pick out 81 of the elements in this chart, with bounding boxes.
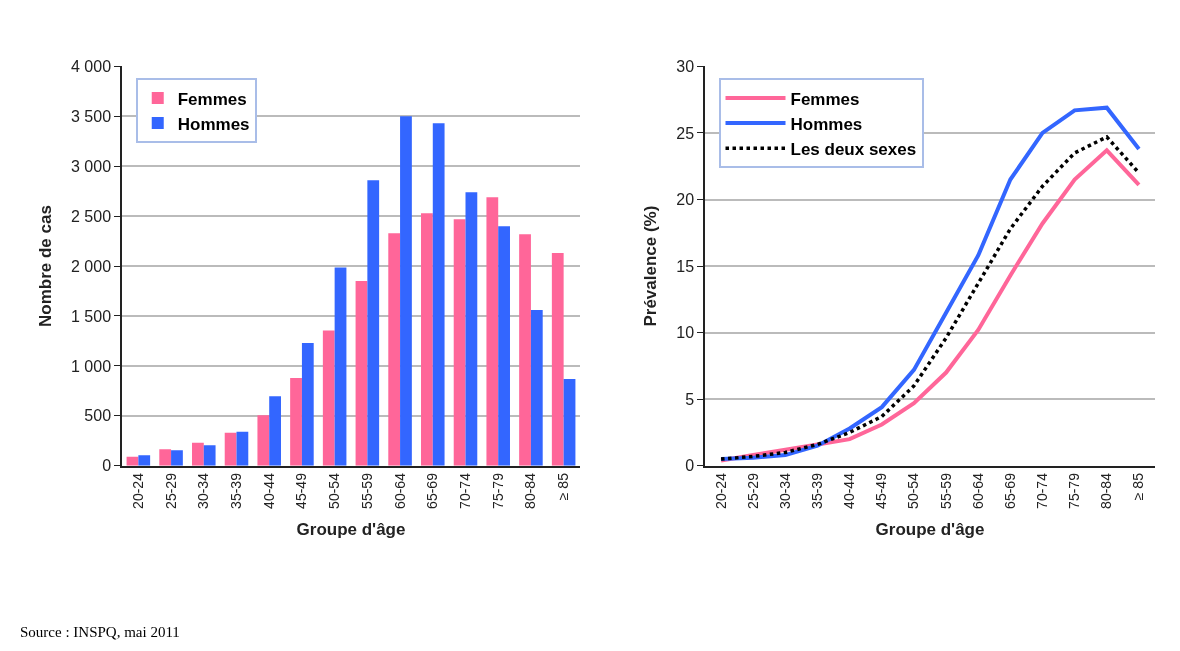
x-tick-label: 40-44 [260,472,277,509]
legend-label: Hommes [790,114,863,134]
bar [355,281,368,466]
x-tick-label: 70-74 [1034,472,1051,509]
x-tick-label: 80-84 [1098,472,1115,509]
bar [224,432,237,466]
y-tick-label: 20 [676,191,695,209]
y-tick-label: 15 [676,257,695,275]
x-tick-label: 50-54 [326,472,343,509]
x-tick-label: 45-49 [293,472,310,509]
x-tick-label: 35-39 [228,472,245,509]
y-tick-label: 2 000 [71,257,112,275]
bar [400,116,412,466]
source-note: Source : INSPQ, mai 2011 [20,624,180,640]
y-tick-label: 10 [676,324,695,342]
bar [290,377,302,466]
y-tick-label: 4 000 [71,58,112,76]
bar [486,197,499,466]
x-tick-label: 35-39 [809,472,826,509]
x-tick-label: 65-69 [424,472,441,509]
legend-label: Femmes [177,89,247,109]
y-tick-label: 3 500 [71,107,112,125]
y-tick-label: 5 [685,390,695,408]
y-tick-label: 1 000 [71,357,112,375]
bar [257,415,270,466]
bar [269,396,281,466]
y-tick-label: 2 500 [71,207,112,225]
y-tick-label: 0 [685,457,695,475]
legend-label: Femmes [790,89,860,109]
x-tick-label: 30-34 [195,472,212,509]
x-tick-label: 20-24 [129,472,146,509]
bar [236,431,249,466]
x-tick-label: 30-34 [776,472,793,509]
x-tick-label: 25-29 [162,472,179,509]
bar [367,180,380,466]
x-tick-label: 25-29 [744,472,761,509]
x-tick-label: 70-74 [457,472,474,509]
y-tick-label: 500 [84,407,112,425]
x-tick-label: 55-59 [358,472,375,509]
x-tick-label: 45-49 [873,472,890,509]
legend-label: Hommes [177,114,250,134]
x-tick-label: 75-79 [489,472,506,509]
y-tick-label: 3 000 [71,157,112,175]
y-tick-label: 25 [676,124,695,142]
x-tick-label: 65-69 [1001,472,1018,509]
bar [432,123,445,466]
bar [192,442,204,466]
bar [530,310,543,466]
bar [563,378,576,466]
bar [322,330,335,466]
x-tick-label: 20-24 [712,472,729,509]
bar [138,455,151,466]
y-tick-label: 0 [102,457,112,475]
bar [465,192,478,466]
x-tick-label: 60-64 [391,472,408,509]
x-tick-label: 40-44 [841,472,858,509]
bar [453,219,466,466]
x-axis-title: Groupe d'âge [296,519,406,539]
y-tick-label: 1 500 [71,307,112,325]
bar [421,213,433,466]
x-tick-label: ≥ 85 [1130,472,1147,501]
bar [159,449,172,466]
bar [171,450,183,466]
bar [301,342,314,466]
x-axis-title: Groupe d'âge [875,519,985,539]
x-tick-label: ≥ 85 [555,472,572,501]
y-axis-title: Prévalence (%) [641,205,661,327]
bar [498,226,510,466]
legend-label: Les deux sexes [790,139,917,159]
x-tick-label: 75-79 [1066,472,1083,509]
bar [388,233,401,466]
y-axis-title: Nombre de cas [36,205,56,328]
bar [203,445,216,466]
x-tick-label: 50-54 [905,472,922,509]
x-tick-label: 60-64 [969,472,986,509]
bar [551,253,564,466]
x-tick-label: 55-59 [937,472,954,509]
y-tick-label: 30 [676,58,695,76]
bar [334,267,347,466]
x-tick-label: 80-84 [522,472,539,509]
bar [519,234,531,466]
